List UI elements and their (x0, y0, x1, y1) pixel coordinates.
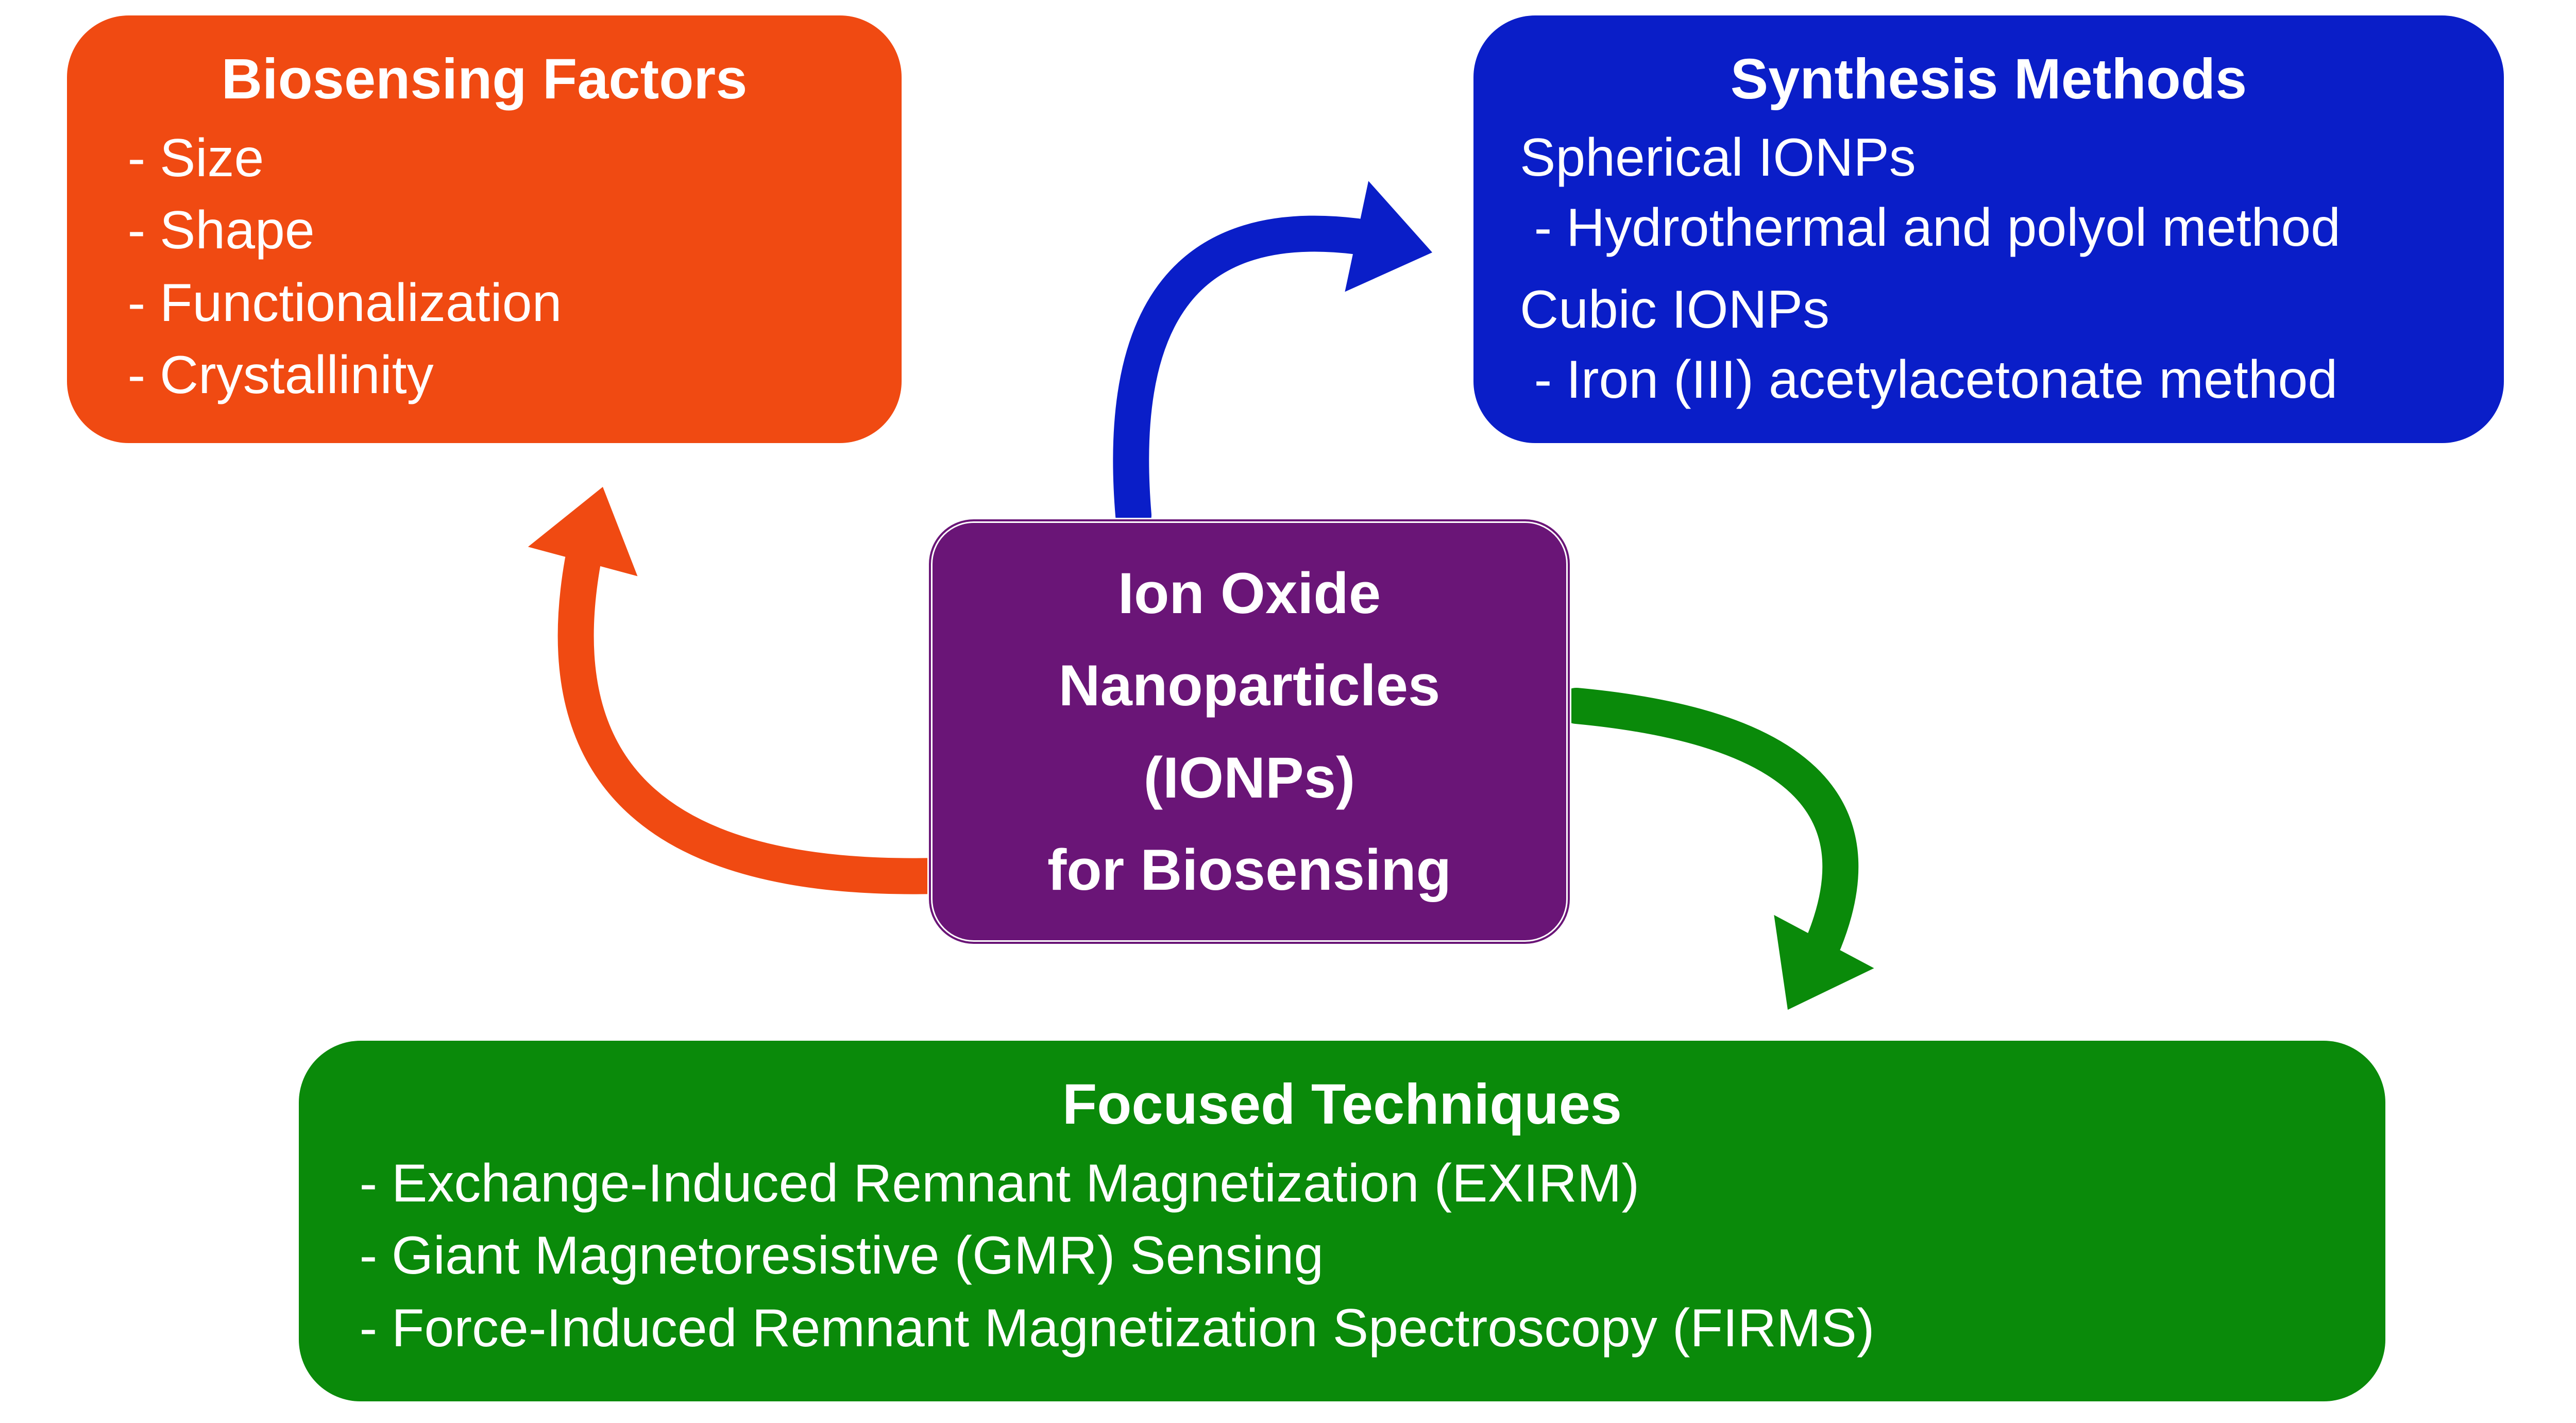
synthesis-item-label: Iron (III) acetylacetonate method (1566, 344, 2337, 416)
factors-item-label: Size (160, 122, 264, 194)
synthesis-groups: Spherical IONPs-Hydrothermal and polyol … (1520, 127, 2458, 416)
focused-techniques-title: Focused Techniques (345, 1072, 2339, 1137)
center-line: (IONPs) (1144, 732, 1355, 824)
synthesis-group-heading: Cubic IONPs (1520, 279, 2458, 341)
diagram-canvas: Biosensing Factors -Size-Shape-Functiona… (0, 0, 2576, 1423)
center-line: Ion Oxide (1118, 547, 1381, 639)
bullet-dash: - (113, 339, 160, 411)
synthesis-item-label: Hydrothermal and polyol method (1566, 192, 2341, 264)
bullet-dash: - (1520, 192, 1566, 264)
arrow-to-factors-shaft (576, 562, 938, 876)
synthesis-group-list: -Iron (III) acetylacetonate method (1520, 344, 2458, 416)
techniques-item: -Exchange-Induced Remnant Magnetization … (345, 1147, 2339, 1219)
arrow-to-techniques-shaft (1577, 706, 1840, 942)
factors-item: -Shape (113, 194, 855, 266)
factors-item-label: Shape (160, 194, 315, 266)
biosensing-factors-title: Biosensing Factors (113, 46, 855, 112)
synthesis-methods-title: Synthesis Methods (1520, 46, 2458, 112)
arrow-to-synthesis-head (1345, 181, 1432, 292)
bullet-dash: - (345, 1219, 392, 1292)
bullet-dash: - (113, 267, 160, 339)
factors-item-label: Functionalization (160, 267, 562, 339)
biosensing-factors-box: Biosensing Factors -Size-Shape-Functiona… (67, 15, 902, 443)
bullet-dash: - (1520, 344, 1566, 416)
factors-item: -Crystallinity (113, 339, 855, 411)
techniques-item-label: Exchange-Induced Remnant Magnetization (… (392, 1147, 1639, 1219)
techniques-item-label: Force-Induced Remnant Magnetization Spec… (392, 1292, 1875, 1364)
arrow-to-techniques-head (1774, 915, 1874, 1010)
biosensing-factors-list: -Size-Shape-Functionalization-Crystallin… (113, 122, 855, 412)
center-topic-box: Ion OxideNanoparticles(IONPs)for Biosens… (927, 518, 1571, 945)
focused-techniques-box: Focused Techniques -Exchange-Induced Rem… (299, 1041, 2385, 1401)
techniques-item: -Force-Induced Remnant Magnetization Spe… (345, 1292, 2339, 1364)
center-line: for Biosensing (1047, 824, 1451, 916)
factors-item: -Functionalization (113, 267, 855, 339)
arrow-to-factors-head (528, 487, 638, 576)
synthesis-group-list: -Hydrothermal and polyol method (1520, 192, 2458, 264)
synthesis-item: -Hydrothermal and polyol method (1520, 192, 2458, 264)
bullet-dash: - (113, 122, 160, 194)
synthesis-methods-box: Synthesis Methods Spherical IONPs-Hydrot… (1473, 15, 2504, 443)
bullet-dash: - (113, 194, 160, 266)
bullet-dash: - (345, 1292, 392, 1364)
arrow-to-synthesis-shaft (1131, 234, 1357, 515)
center-line: Nanoparticles (1059, 639, 1440, 732)
bullet-dash: - (345, 1147, 392, 1219)
techniques-item: -Giant Magnetoresistive (GMR) Sensing (345, 1219, 2339, 1292)
focused-techniques-list: -Exchange-Induced Remnant Magnetization … (345, 1147, 2339, 1364)
techniques-item-label: Giant Magnetoresistive (GMR) Sensing (392, 1219, 1324, 1292)
synthesis-group-heading: Spherical IONPs (1520, 127, 2458, 189)
synthesis-item: -Iron (III) acetylacetonate method (1520, 344, 2458, 416)
factors-item-label: Crystallinity (160, 339, 434, 411)
factors-item: -Size (113, 122, 855, 194)
